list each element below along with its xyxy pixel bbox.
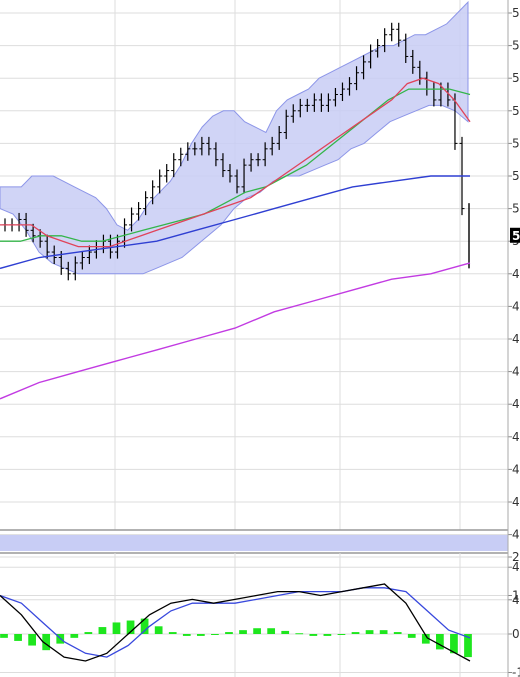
macd-histogram-bar [182,634,191,636]
bollinger-band [0,0,469,275]
price-tick-label: 4 [512,299,520,313]
macd-histogram-bar [98,627,107,634]
macd-histogram-bar [295,633,304,635]
moving-averages [0,77,471,400]
macd-histogram-bar [126,620,135,634]
macd-histogram-bar [379,630,388,634]
macd-histogram-bar [225,632,233,634]
macd-tick-label: -1 [512,666,520,677]
price-tick-label: 4 [512,430,520,444]
macd-histogram-bar [0,634,8,638]
macd-histogram-bar [309,634,318,636]
price-tick-label: 4 [512,560,520,574]
macd-tick-label: 2 [512,550,520,564]
macd-histogram-bar [450,634,458,654]
macd-histogram-bar [70,634,79,638]
price-tick-label: 4 [512,528,520,542]
macd-histogram-bar [42,634,51,651]
price-tick-label: 4 [512,267,520,281]
macd-histogram-bar [393,632,402,634]
current-price-box [510,227,520,243]
macd-line [0,583,471,662]
macd-histogram-bar [196,634,205,636]
macd-histogram-bar [337,634,346,635]
macd-histogram-bar [84,632,93,634]
moving-average-blue [0,175,470,270]
macd-histogram-bar [267,628,276,634]
macd-signal-line [0,587,471,658]
price-axis: 55555555444444444445 [508,6,520,607]
macd-tick-label: 0 [512,627,520,641]
price-tick-label: 4 [512,495,520,509]
macd-histogram-bar [168,632,177,634]
price-grid [0,0,508,601]
macd-histogram-bar [154,626,163,634]
price-tick-label: 5 [512,202,520,216]
macd-histogram-bar [351,632,360,634]
price-tick-label: 4 [512,397,520,411]
price-tick-label: 4 [512,332,520,346]
macd-histogram-bar [281,630,290,634]
price-panel: 55555555444444444445 [0,0,520,607]
moving-average-red [0,77,471,248]
macd-histogram [0,618,472,658]
macd-axis: 2 1 0 -1 [508,550,520,677]
macd-panel: 2 1 0 -1 [0,550,520,677]
bollinger-band-fill [0,0,469,275]
macd-histogram-bar [407,634,416,638]
price-tick-label: 4 [512,365,520,379]
macd-histogram-bar [239,630,247,634]
panel-separator-band [0,535,508,551]
price-tick-label: 4 [512,462,520,476]
macd-histogram-bar [464,634,472,658]
macd-histogram-bar [421,634,430,644]
price-tick-label: 4 [512,593,520,607]
macd-histogram-bar [436,634,444,650]
macd-tick-label: 1 [512,589,520,603]
price-tick-label: 5 [512,39,520,53]
moving-average-purple [0,262,471,400]
price-tick-label: 5 [512,71,520,85]
price-tick-label: 5 [512,136,520,150]
price-bars [2,22,470,281]
macd-histogram-bar [365,630,374,634]
macd-histogram-bar [28,634,36,646]
macd-histogram-bar [112,622,121,634]
macd-lines [0,583,471,662]
macd-histogram-bar [253,628,261,634]
price-tick-label: 5 [512,169,520,183]
price-tick-label: 5 [512,104,520,118]
current-price-label: 5 [512,229,520,243]
macd-histogram-bar [323,634,332,636]
moving-average-green [0,88,471,242]
macd-histogram-bar [140,618,149,634]
macd-histogram-bar [14,634,22,641]
price-tick-label: 5 [512,6,520,20]
macd-histogram-bar [211,634,219,635]
